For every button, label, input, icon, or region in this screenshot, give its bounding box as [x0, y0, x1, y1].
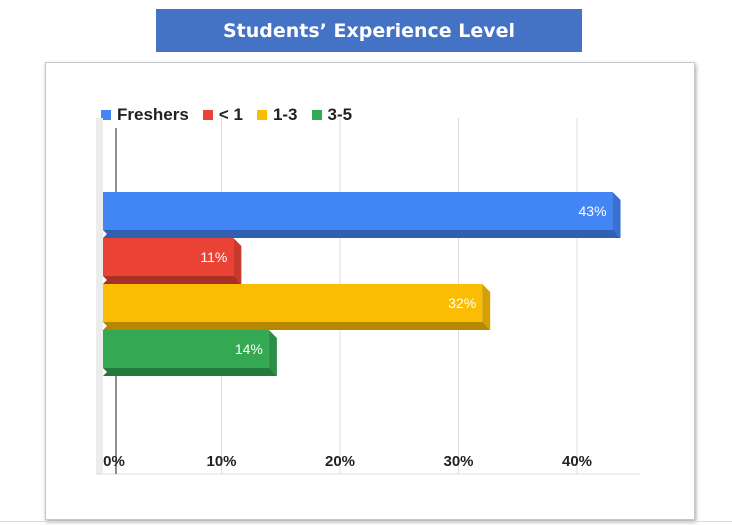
chart-title: Students’ Experience Level	[222, 19, 516, 42]
data-label: 11%	[200, 249, 227, 265]
legend-label: < 1	[218, 105, 243, 124]
bar-underside	[103, 322, 491, 330]
bar-end-cap	[268, 330, 277, 376]
bottom-divider	[0, 521, 732, 522]
data-label: 43%	[579, 203, 607, 219]
bar-underside	[103, 368, 277, 376]
x-tick-label: 20%	[325, 453, 355, 470]
legend-item-less-than-1: < 1	[202, 105, 243, 125]
bar	[103, 330, 269, 368]
legend-label: 1-3	[272, 105, 298, 124]
x-tick-label: 40%	[562, 453, 592, 470]
bar	[103, 192, 613, 230]
legend-item-freshers: Freshers	[101, 105, 189, 125]
x-tick-label: 30%	[443, 453, 473, 470]
legend-swatch	[202, 110, 213, 120]
chart-title-banner: Students’ Experience Level	[156, 9, 582, 52]
bar-end-cap	[233, 238, 242, 284]
data-label: 32%	[448, 295, 476, 311]
legend-swatch	[311, 110, 322, 120]
legend-label: Freshers	[117, 105, 189, 124]
legend-item-1-3: 1-3	[256, 105, 298, 125]
bar-end-cap	[612, 192, 621, 238]
legend-item-3-5: 3-5	[311, 105, 353, 125]
data-label: 14%	[235, 341, 263, 357]
legend: Freshers < 1 1-3 3-5	[101, 104, 366, 126]
x-tick-label: 0%	[103, 453, 125, 470]
legend-label: 3-5	[327, 105, 353, 124]
bar	[103, 238, 234, 276]
bar-underside	[103, 276, 242, 284]
legend-swatch	[101, 110, 111, 120]
plot-side-wall	[96, 118, 103, 474]
bar	[103, 284, 483, 322]
bar-underside	[103, 230, 621, 238]
x-tick-label: 10%	[206, 453, 236, 470]
legend-swatch	[256, 110, 267, 120]
bar-end-cap	[482, 284, 491, 330]
